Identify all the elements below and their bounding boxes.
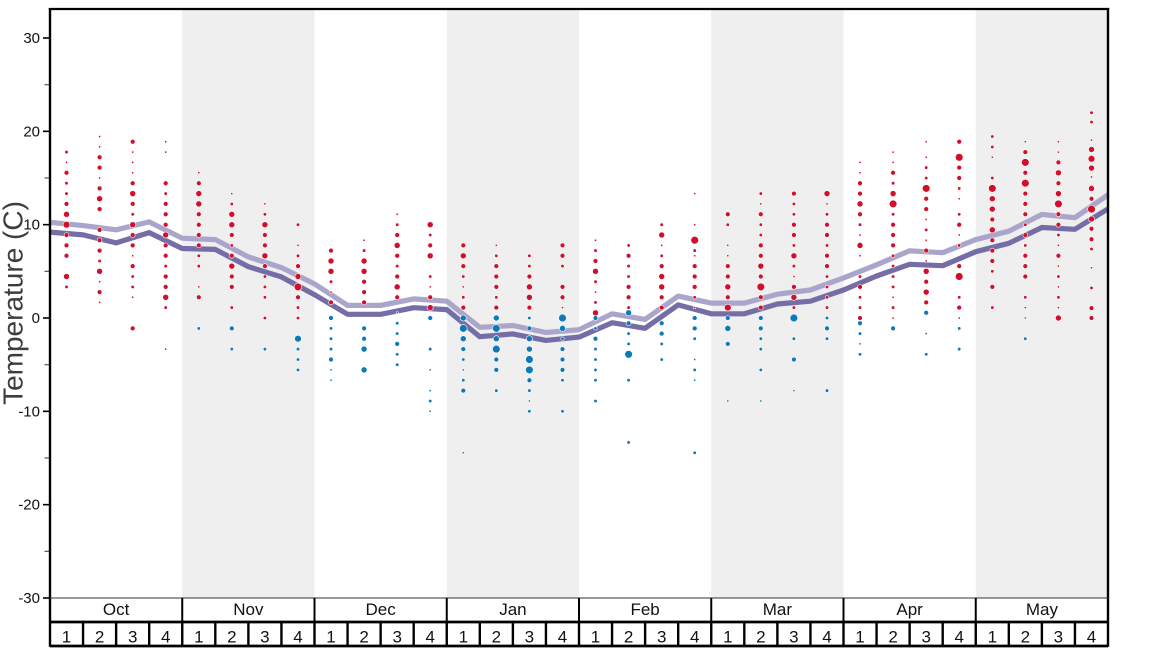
svg-text:May: May: [1026, 600, 1059, 619]
svg-text:30: 30: [23, 30, 40, 47]
svg-text:Feb: Feb: [630, 600, 659, 619]
svg-text:3: 3: [525, 628, 534, 647]
svg-text:2: 2: [888, 628, 897, 647]
svg-text:Jan: Jan: [499, 600, 526, 619]
svg-text:0: 0: [32, 310, 40, 327]
svg-text:-20: -20: [18, 497, 40, 514]
svg-text:3: 3: [1054, 628, 1063, 647]
svg-text:Nov: Nov: [233, 600, 264, 619]
svg-text:1: 1: [723, 628, 732, 647]
svg-text:4: 4: [425, 628, 434, 647]
svg-text:1: 1: [459, 628, 468, 647]
svg-text:Mar: Mar: [763, 600, 793, 619]
svg-text:4: 4: [690, 628, 699, 647]
svg-text:4: 4: [1087, 628, 1096, 647]
svg-text:10: 10: [23, 217, 40, 234]
svg-text:2: 2: [359, 628, 368, 647]
svg-text:4: 4: [822, 628, 831, 647]
svg-text:2: 2: [227, 628, 236, 647]
svg-text:1: 1: [62, 628, 71, 647]
svg-text:-10: -10: [18, 403, 40, 420]
svg-text:2: 2: [95, 628, 104, 647]
svg-text:1: 1: [194, 628, 203, 647]
svg-text:3: 3: [128, 628, 137, 647]
svg-text:3: 3: [260, 628, 269, 647]
svg-text:2: 2: [492, 628, 501, 647]
svg-text:2: 2: [624, 628, 633, 647]
svg-text:4: 4: [161, 628, 170, 647]
svg-text:3: 3: [657, 628, 666, 647]
svg-text:1: 1: [855, 628, 864, 647]
svg-text:2: 2: [756, 628, 765, 647]
svg-text:4: 4: [954, 628, 963, 647]
svg-text:3: 3: [789, 628, 798, 647]
svg-text:1: 1: [326, 628, 335, 647]
svg-text:Dec: Dec: [365, 600, 396, 619]
svg-text:3: 3: [921, 628, 930, 647]
svg-text:1: 1: [591, 628, 600, 647]
svg-text:Apr: Apr: [896, 600, 923, 619]
svg-text:20: 20: [23, 123, 40, 140]
svg-text:2: 2: [1021, 628, 1030, 647]
svg-text:4: 4: [293, 628, 302, 647]
svg-text:-30: -30: [18, 590, 40, 607]
svg-text:4: 4: [558, 628, 567, 647]
svg-text:1: 1: [988, 628, 997, 647]
svg-text:Oct: Oct: [103, 600, 130, 619]
svg-text:3: 3: [392, 628, 401, 647]
svg-text:Temperature (C): Temperature (C): [0, 201, 29, 405]
